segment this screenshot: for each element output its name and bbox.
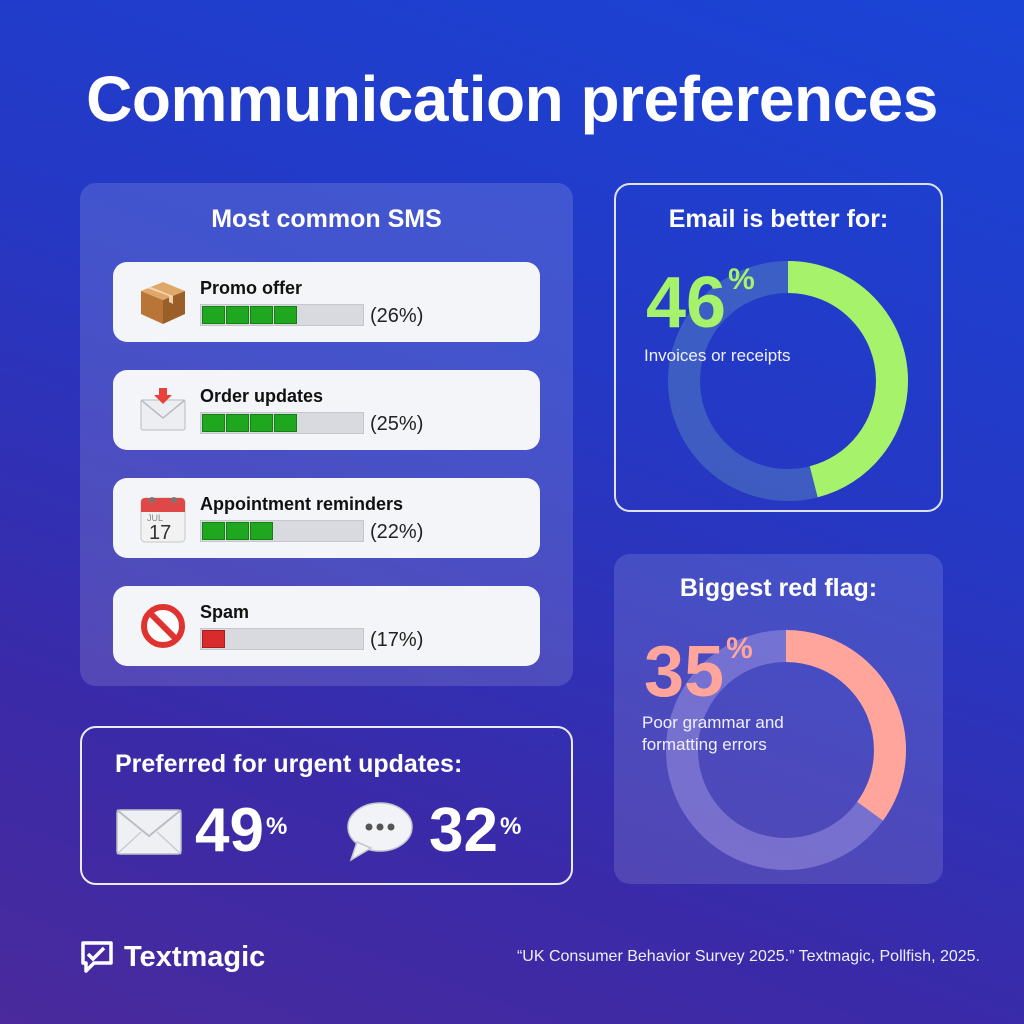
red-flag-donut-arc	[666, 630, 906, 870]
urgent-sms-stat: 32%	[345, 800, 521, 862]
sms-item-promo-offer: Promo offer (26%)	[113, 262, 540, 342]
sms-bar-segment	[226, 522, 249, 540]
sms-item-spam: Spam (17%)	[113, 586, 540, 666]
sms-item-percent: (17%)	[370, 629, 424, 651]
brand-name: Textmagic	[124, 940, 266, 973]
calendar-day: 17	[149, 522, 171, 544]
sms-bar-segment	[250, 414, 273, 432]
red-flag-panel: Biggest red flag: 35% Poor grammar and f…	[614, 554, 943, 884]
sms-bar-segment	[202, 522, 225, 540]
textmagic-logo: Textmagic	[80, 940, 265, 974]
sms-bar-segment	[202, 414, 225, 432]
email-donut-chart	[668, 261, 908, 501]
urgent-updates-panel: Preferred for urgent updates: 49% 32%	[80, 726, 573, 885]
sms-bar-segment	[226, 414, 249, 432]
sms-bar-segment	[250, 522, 273, 540]
sms-panel-heading: Most common SMS	[211, 205, 442, 233]
sms-item-appointment-reminders: JUL 17 Appointment reminders (22%)	[113, 478, 540, 558]
sms-bar-segment	[202, 630, 225, 648]
sms-item-bar	[200, 412, 364, 434]
urgent-heading: Preferred for urgent updates:	[115, 750, 463, 778]
red-flag-percent: 35%	[644, 632, 753, 712]
urgent-email-percent: 49%	[195, 796, 288, 865]
sms-item-bar	[200, 628, 364, 650]
red-flag-heading: Biggest red flag:	[679, 574, 878, 602]
package-icon	[137, 278, 189, 326]
sms-bar-segment	[202, 306, 225, 324]
urgent-email-stat: 49%	[115, 800, 287, 862]
sms-item-bar	[200, 520, 364, 542]
sms-item-label: Promo offer	[200, 278, 303, 298]
sms-item-bar	[200, 304, 364, 326]
email-panel-heading: Email is better for:	[668, 205, 889, 233]
red-flag-caption: Poor grammar and formatting errors	[642, 713, 784, 754]
calendar-icon: JUL 17	[137, 494, 189, 544]
calendar-month: JUL	[147, 513, 163, 523]
sms-bar-segment	[250, 306, 273, 324]
sms-item-label: Appointment reminders	[200, 494, 404, 514]
sms-item-label: Spam	[200, 602, 250, 622]
textmagic-logo-icon	[81, 941, 113, 973]
sms-item-percent: (26%)	[370, 305, 424, 327]
prohibited-icon	[137, 602, 189, 650]
envelope-arrow-icon	[137, 386, 189, 434]
sms-item-percent: (25%)	[370, 413, 424, 435]
most-common-sms-panel: Most common SMS Promo offer (26%) Order …	[80, 183, 573, 686]
sms-item-percent: (22%)	[370, 521, 424, 543]
citation: “UK Consumer Behavior Survey 2025.” Text…	[516, 948, 980, 965]
red-flag-donut-chart	[666, 630, 906, 870]
sms-bar-segment	[226, 306, 249, 324]
email-percent: 46%	[646, 263, 755, 343]
email-donut-arc	[668, 261, 908, 501]
page-title: Communication preferences	[86, 63, 938, 135]
envelope-icon	[116, 809, 182, 855]
speech-bubble-icon	[347, 802, 413, 862]
email-caption: Invoices or receipts	[644, 346, 791, 365]
email-better-panel: Email is better for: 46% Invoices or rec…	[614, 183, 943, 512]
sms-bar-segment	[274, 414, 297, 432]
sms-bar-segment	[274, 306, 297, 324]
sms-item-order-updates: Order updates (25%)	[113, 370, 540, 450]
urgent-sms-percent: 32%	[429, 796, 522, 865]
sms-item-label: Order updates	[200, 386, 324, 406]
